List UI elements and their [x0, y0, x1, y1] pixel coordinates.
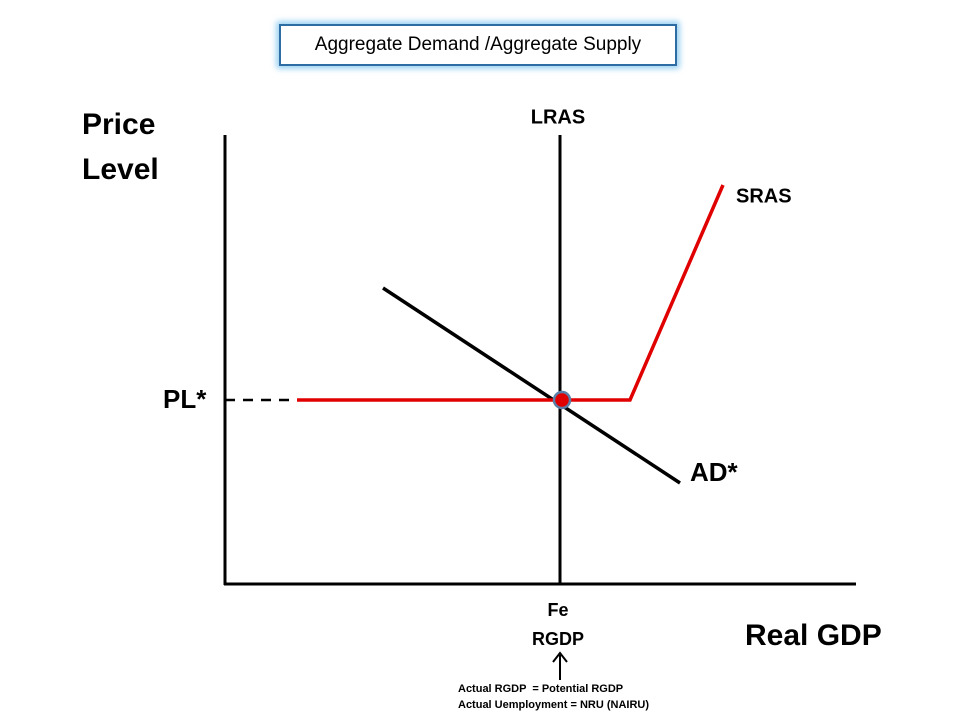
- ad-label: AD*: [690, 457, 739, 487]
- x-axis-label: Real GDP: [745, 619, 882, 652]
- output-label: Fe: [547, 600, 568, 620]
- note: Actual RGDP = Potential RGDP: [458, 683, 623, 695]
- price-label: PL*: [163, 384, 207, 414]
- title: Aggregate Demand /Aggregate Supply: [315, 34, 642, 55]
- sras-curve: [297, 184, 725, 402]
- output-label: RGDP: [532, 629, 584, 649]
- ad-curve: [382, 286, 681, 485]
- title-box: [279, 24, 677, 66]
- equilibrium-point: [552, 390, 572, 410]
- y-axis-label: Level: [82, 153, 159, 186]
- lras-label: LRAS: [531, 106, 585, 128]
- y-axis-label: Price: [82, 108, 155, 141]
- note-arrowhead: [552, 651, 568, 663]
- sras-label: SRAS: [736, 185, 792, 207]
- note: Actual Uemployment = NRU (NAIRU): [458, 699, 649, 711]
